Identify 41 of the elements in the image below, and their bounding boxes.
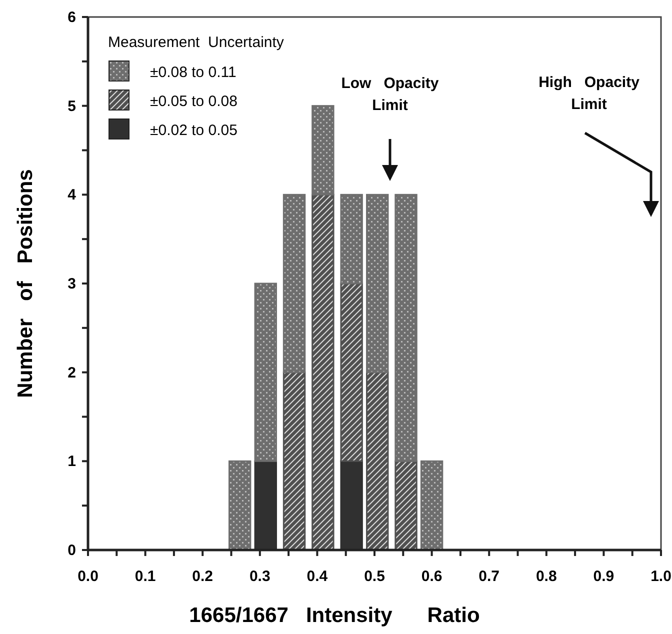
x-axis-title: 1665/1667 Intensity Ratio bbox=[189, 604, 480, 627]
y-tick-label: 0 bbox=[68, 542, 76, 559]
x-tick-label: 0.4 bbox=[306, 568, 328, 585]
bar bbox=[340, 194, 363, 284]
x-tick-label: 0.7 bbox=[478, 568, 500, 585]
x-tick-label: 0.8 bbox=[536, 568, 557, 585]
bar bbox=[254, 282, 277, 462]
x-tick-label: 1.0 bbox=[650, 568, 672, 585]
y-axis-title: Number of Positions bbox=[14, 169, 37, 398]
x-tick-label: 0.2 bbox=[192, 568, 214, 585]
x-tick-label: 0.0 bbox=[78, 568, 98, 585]
x-tick-label: 0.3 bbox=[249, 568, 270, 585]
bar bbox=[282, 194, 306, 374]
x-tick-label: 0.9 bbox=[593, 568, 614, 585]
y-tick-label: 5 bbox=[68, 98, 76, 115]
y-tick-label: 6 bbox=[68, 9, 76, 26]
bar bbox=[340, 282, 363, 462]
legend-label: ±0.05 to 0.08 bbox=[150, 93, 238, 110]
bar bbox=[312, 194, 334, 551]
x-tick-label: 0.5 bbox=[364, 568, 385, 585]
bar bbox=[254, 460, 277, 551]
annotation: High Opacity Limit bbox=[538, 74, 640, 113]
bar bbox=[394, 460, 418, 551]
bar bbox=[366, 372, 389, 551]
y-tick-label: 3 bbox=[68, 276, 76, 292]
bar bbox=[340, 460, 363, 551]
bar bbox=[394, 194, 418, 462]
bar bbox=[420, 460, 444, 551]
bar bbox=[312, 105, 334, 196]
bar bbox=[282, 372, 306, 551]
x-tick-label: 0.1 bbox=[134, 568, 156, 585]
x-tick-label: 0.6 bbox=[421, 568, 442, 585]
bar bbox=[228, 460, 252, 551]
annotation: Low Opacity Limit bbox=[341, 75, 440, 114]
bar bbox=[366, 194, 389, 374]
legend-label: ±0.02 to 0.05 bbox=[150, 122, 238, 139]
y-tick-label: 2 bbox=[68, 364, 76, 382]
y-tick-label: 4 bbox=[68, 186, 77, 204]
legend-title: Measurement Uncertainty bbox=[108, 34, 284, 51]
legend-label: ±0.08 to 0.11 bbox=[150, 64, 236, 81]
y-tick-label: 1 bbox=[68, 453, 76, 470]
